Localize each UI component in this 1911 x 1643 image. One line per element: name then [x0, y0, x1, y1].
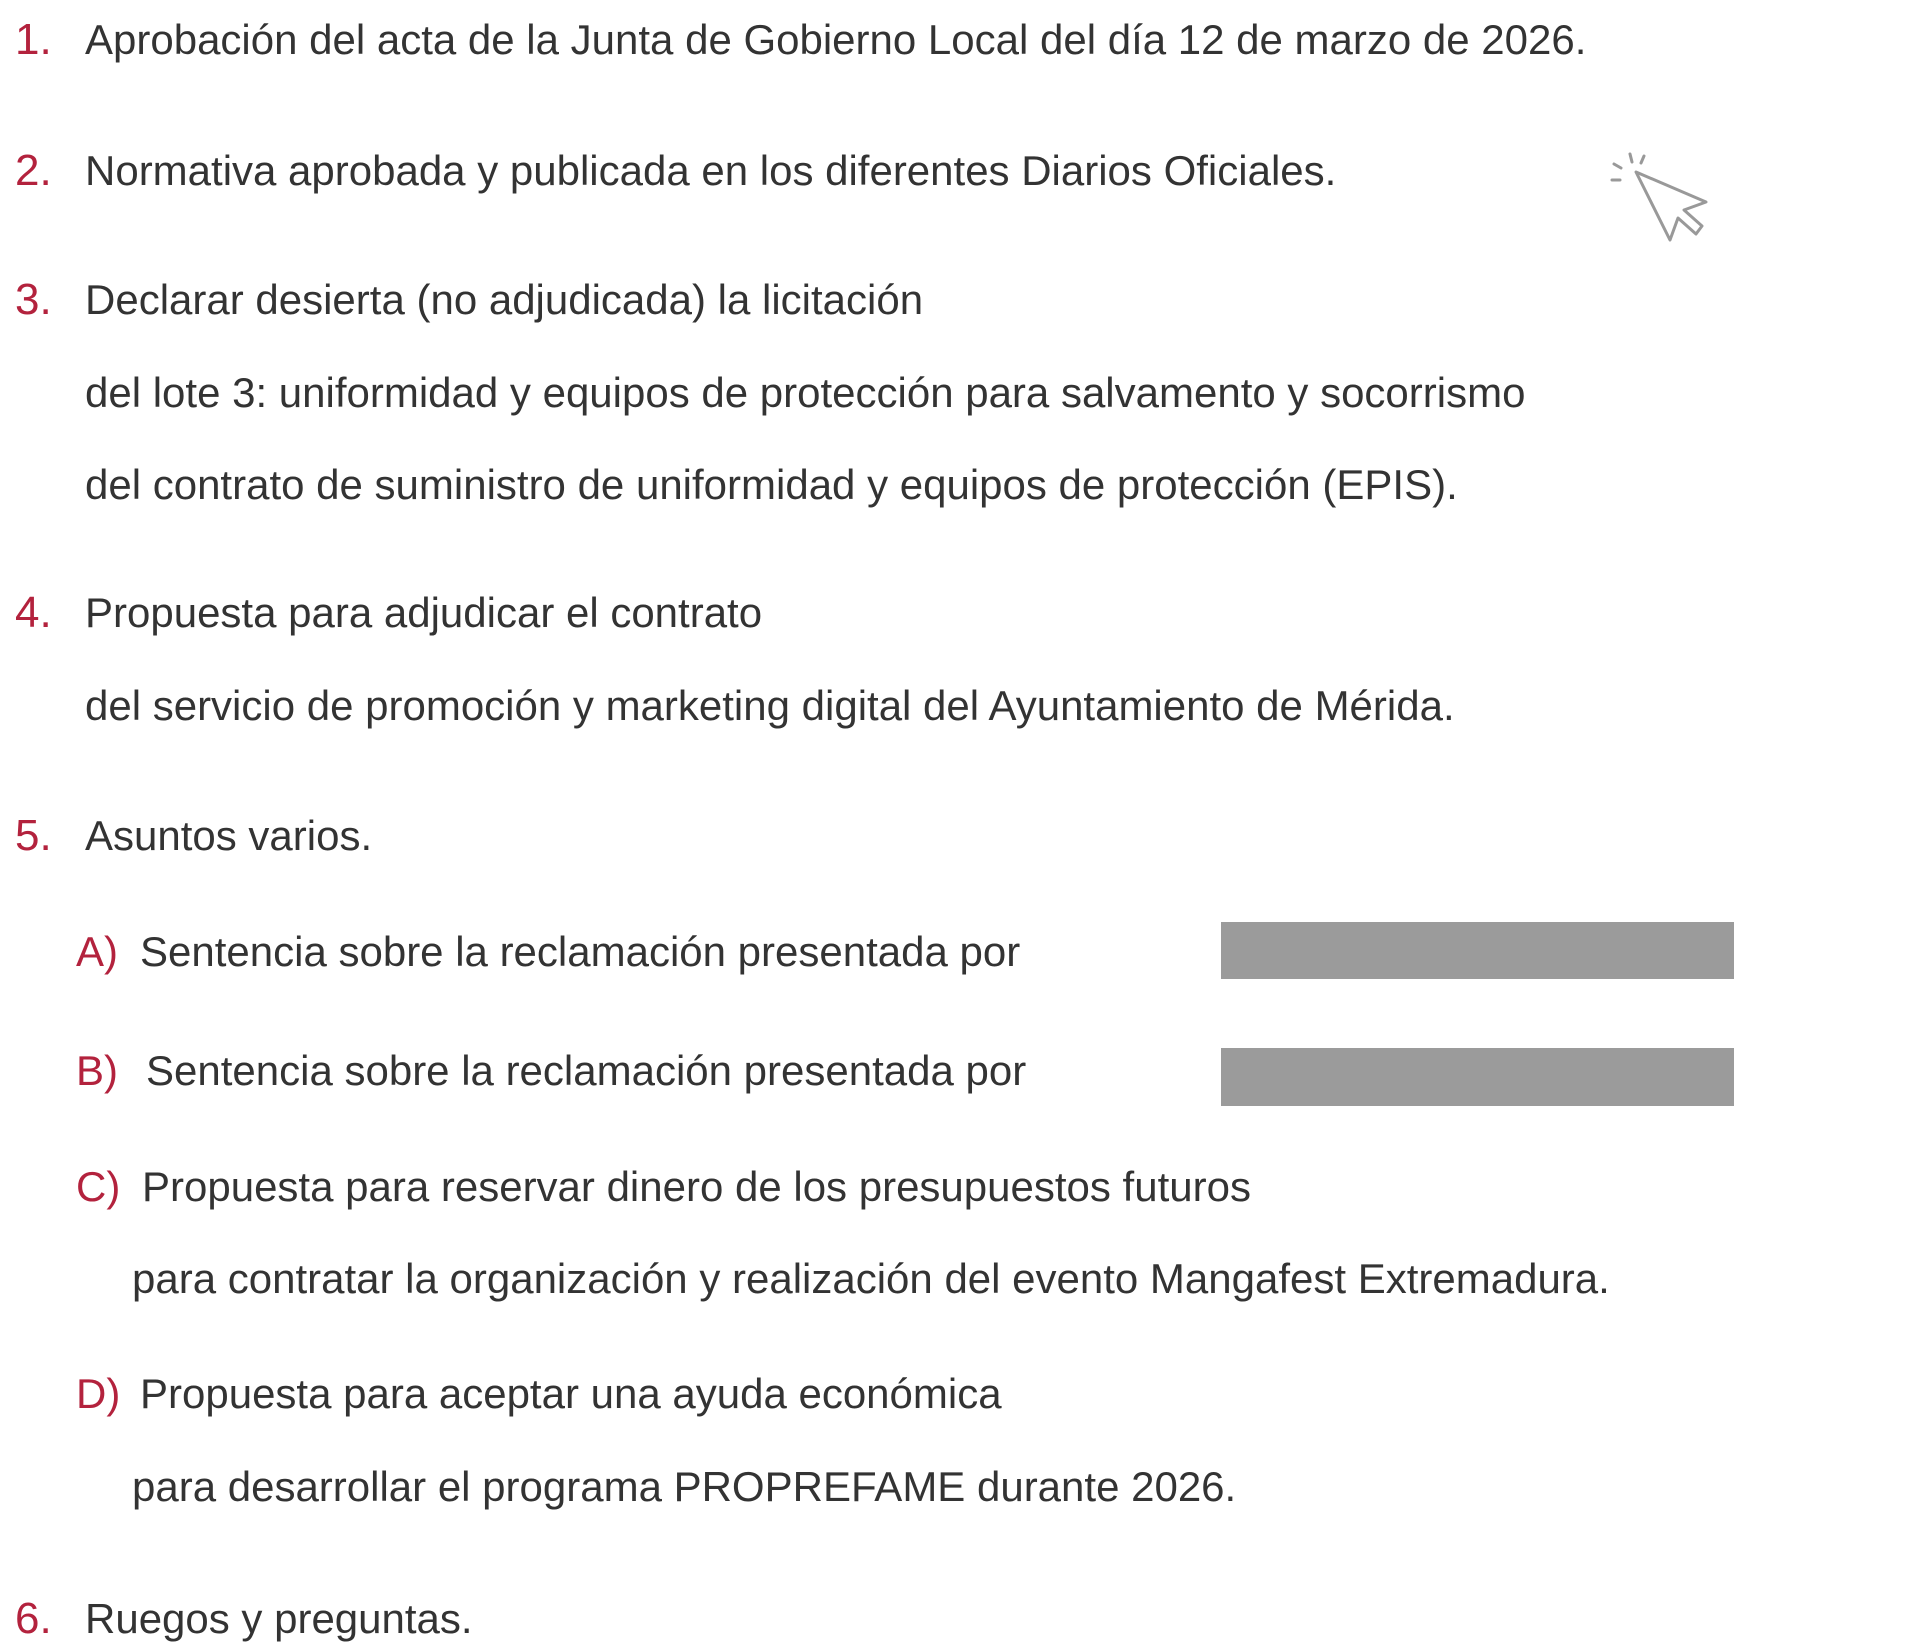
- item-text: Propuesta para adjudicar el contrato: [85, 589, 763, 636]
- subitem-text: para contratar la organización y realiza…: [132, 1255, 1610, 1302]
- item-text: Ruegos y preguntas.: [85, 1595, 473, 1642]
- subitem-letter: D): [76, 1370, 121, 1417]
- subitem-text: Propuesta para reservar dinero de los pr…: [142, 1163, 1251, 1210]
- item-number: 2.: [15, 146, 52, 195]
- subitem-text: Sentencia sobre la reclamación presentad…: [140, 928, 1021, 975]
- item-text: Aprobación del acta de la Junta de Gobie…: [85, 16, 1587, 63]
- subitem-text: Sentencia sobre la reclamación presentad…: [146, 1047, 1027, 1094]
- redacted-block: [1221, 922, 1734, 979]
- redacted-block: [1221, 1048, 1734, 1106]
- item-text: Asuntos varios.: [85, 812, 373, 859]
- item-number: 3.: [15, 275, 52, 324]
- item-text: Declarar desierta (no adjudicada) la lic…: [85, 276, 924, 323]
- subitem-letter: C): [76, 1163, 121, 1210]
- item-text: del servicio de promoción y marketing di…: [85, 682, 1455, 729]
- item-number: 1.: [15, 15, 52, 64]
- item-text: del contrato de suministro de uniformida…: [85, 461, 1458, 508]
- subitem-text: para desarrollar el programa PROPREFAME …: [132, 1463, 1237, 1510]
- item-number: 4.: [15, 588, 52, 637]
- subitem-letter: A): [76, 928, 118, 975]
- item-number: 5.: [15, 811, 52, 860]
- item-number: 6.: [15, 1594, 52, 1643]
- subitem-letter: B): [76, 1047, 118, 1094]
- cursor-icon: [1610, 152, 1708, 242]
- item-text: Normativa aprobada y publicada en los di…: [85, 147, 1337, 194]
- item-text: del lote 3: uniformidad y equipos de pro…: [85, 369, 1526, 416]
- subitem-text: Propuesta para aceptar una ayuda económi…: [140, 1370, 1002, 1417]
